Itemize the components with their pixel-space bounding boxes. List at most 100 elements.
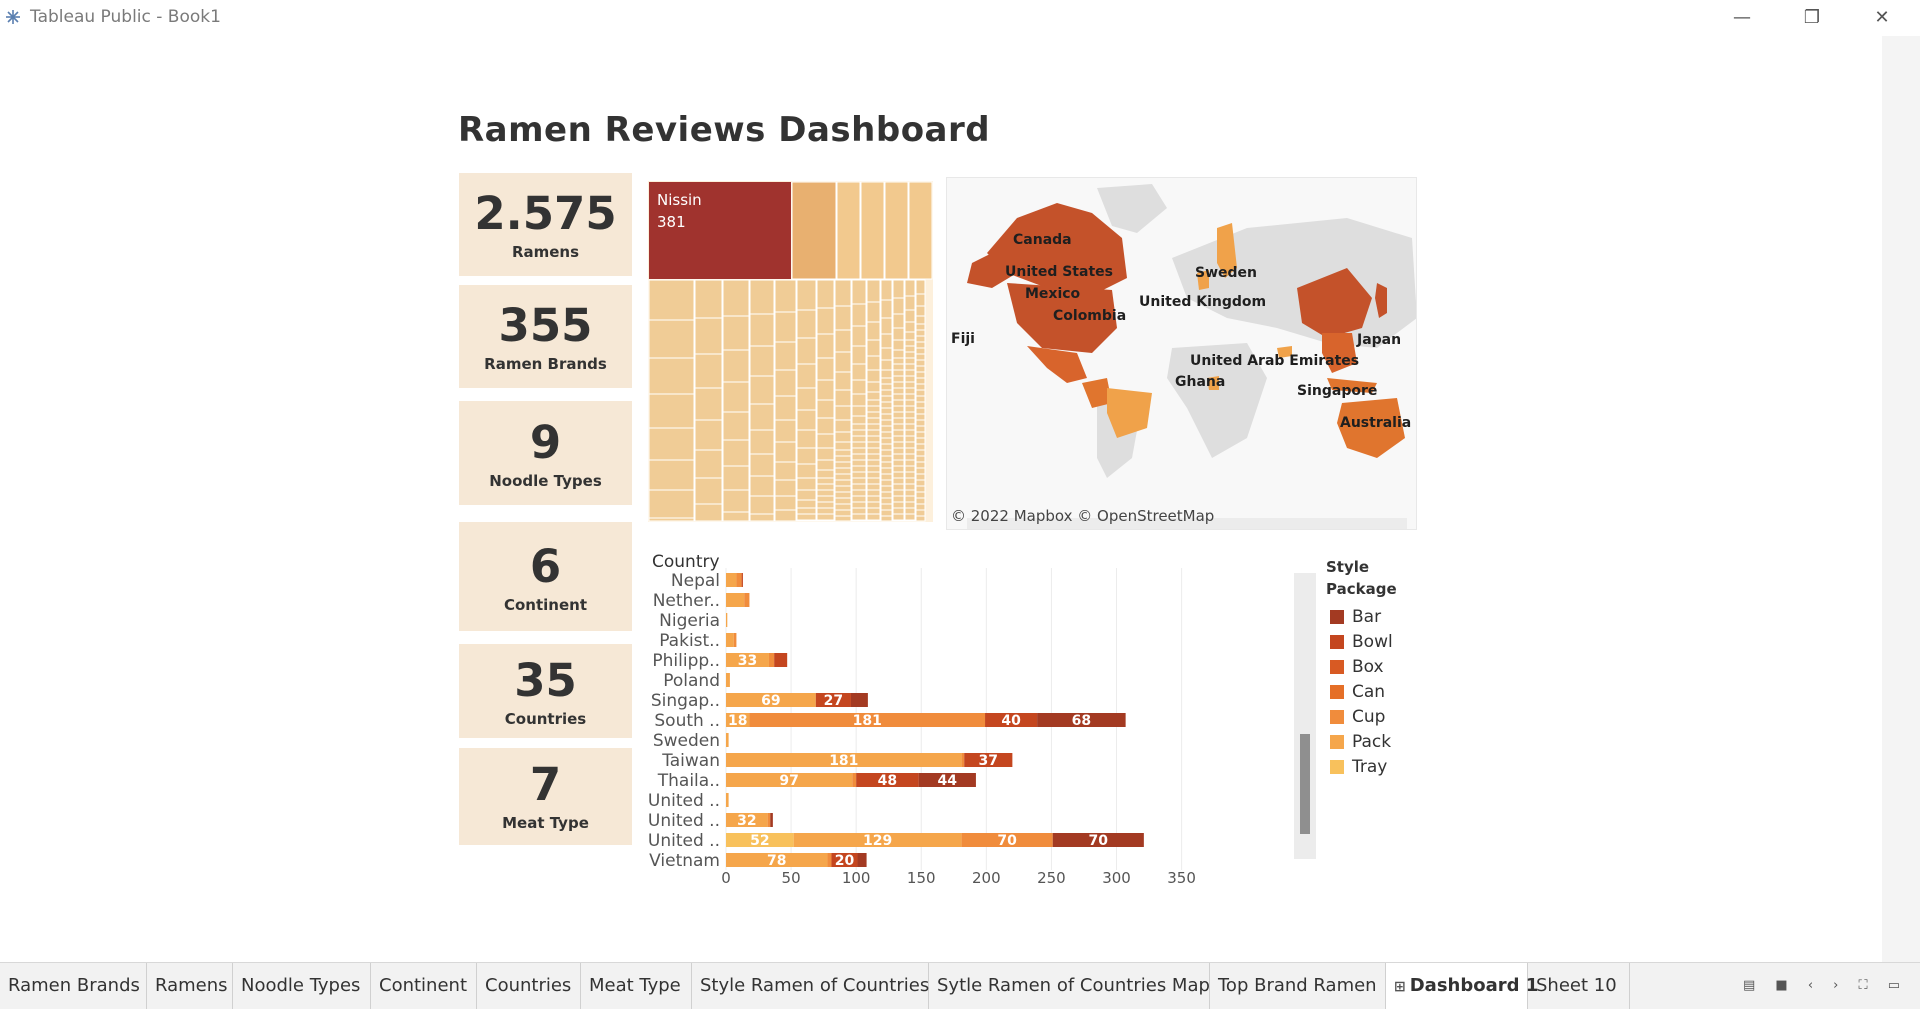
treemap-cell[interactable] xyxy=(915,335,926,343)
treemap-cell[interactable] xyxy=(796,309,817,339)
treemap-cell[interactable] xyxy=(904,357,916,365)
treemap-cell[interactable] xyxy=(892,339,905,351)
treemap-cell[interactable] xyxy=(866,447,881,455)
treemap-cell[interactable] xyxy=(915,419,926,427)
treemap-cell[interactable] xyxy=(796,477,817,491)
treemap-cell[interactable] xyxy=(915,461,926,469)
treemap-cell[interactable] xyxy=(892,369,905,377)
treemap-cell[interactable] xyxy=(904,309,916,323)
treemap-cell[interactable] xyxy=(915,503,926,511)
treemap-cell[interactable] xyxy=(915,329,926,337)
treemap-cell[interactable] xyxy=(834,479,852,487)
treemap-cell[interactable] xyxy=(904,321,916,333)
treemap-cell[interactable] xyxy=(892,435,905,443)
treemap-cell[interactable] xyxy=(892,417,905,425)
treemap-cell[interactable] xyxy=(774,419,797,443)
treemap-cell[interactable] xyxy=(834,491,852,499)
treemap-cell[interactable] xyxy=(904,423,916,431)
bar-segment[interactable] xyxy=(733,633,737,647)
bar-segment[interactable] xyxy=(749,713,986,727)
treemap-cell[interactable] xyxy=(880,359,893,371)
treemap-cell[interactable] xyxy=(892,501,905,509)
treemap-cell[interactable] xyxy=(915,383,926,391)
bar-segment[interactable] xyxy=(827,853,832,867)
treemap-cell[interactable] xyxy=(749,495,775,515)
treemap-cell[interactable] xyxy=(866,435,881,443)
treemap-cell[interactable] xyxy=(796,513,817,521)
treemap-cell[interactable] xyxy=(851,495,867,503)
treemap-cell[interactable] xyxy=(722,279,750,317)
tab-sytle-ramen-of-countries-map[interactable]: Sytle Ramen of Countries Map xyxy=(929,963,1210,1009)
treemap-cell[interactable] xyxy=(816,483,835,491)
treemap-cell[interactable] xyxy=(915,443,926,451)
bar-segment[interactable] xyxy=(726,573,737,587)
treemap-cell[interactable] xyxy=(904,465,916,473)
treemap-cell[interactable] xyxy=(904,507,916,515)
treemap-cell[interactable] xyxy=(892,513,905,521)
treemap-cell[interactable] xyxy=(834,485,852,493)
treemap-cell[interactable] xyxy=(892,327,905,341)
treemap-cell[interactable] xyxy=(904,471,916,479)
treemap-cell[interactable] xyxy=(892,393,905,401)
treemap-cell[interactable] xyxy=(866,495,881,503)
treemap-cell[interactable] xyxy=(880,473,893,481)
treemap-cell[interactable] xyxy=(915,395,926,403)
treemap-cell[interactable] xyxy=(834,515,852,522)
treemap-cell[interactable] xyxy=(866,429,881,437)
legend-item-bar[interactable]: Bar xyxy=(1326,604,1446,629)
treemap-cell[interactable] xyxy=(851,415,867,425)
treemap-cell[interactable] xyxy=(915,341,926,349)
treemap-cell[interactable] xyxy=(749,403,775,431)
treemap-cell[interactable] xyxy=(796,499,817,509)
treemap-cell[interactable] xyxy=(915,485,926,493)
treemap-cell[interactable] xyxy=(774,441,797,463)
treemap-cell[interactable] xyxy=(904,295,916,311)
treemap-cell[interactable] xyxy=(866,465,881,473)
bar-segment[interactable] xyxy=(726,713,750,727)
treemap-cell[interactable] xyxy=(904,363,916,371)
treemap-cell[interactable] xyxy=(915,491,926,499)
treemap-cell[interactable] xyxy=(892,495,905,503)
treemap-cell[interactable] xyxy=(694,387,723,421)
treemap-cell[interactable] xyxy=(880,479,893,487)
bar-segment[interactable] xyxy=(767,813,771,827)
vertical-scrollbar[interactable] xyxy=(1882,36,1920,962)
treemap-cell[interactable] xyxy=(796,409,817,431)
treemap-cell[interactable] xyxy=(892,507,905,515)
treemap-cell[interactable] xyxy=(892,381,905,389)
treemap-cell[interactable] xyxy=(915,407,926,415)
bar-segment[interactable] xyxy=(918,773,976,787)
treemap-cell[interactable] xyxy=(904,381,916,389)
treemap-cell[interactable] xyxy=(796,279,817,311)
treemap-cell[interactable] xyxy=(722,349,750,383)
treemap-cell[interactable] xyxy=(648,489,695,519)
bar-segment[interactable] xyxy=(726,653,769,667)
treemap-cell[interactable] xyxy=(904,483,916,491)
treemap-cell[interactable] xyxy=(915,413,926,421)
treemap-cell[interactable] xyxy=(851,513,867,521)
treemap-cell[interactable] xyxy=(791,181,837,280)
treemap-cell[interactable] xyxy=(866,399,881,407)
style-package-bar-chart[interactable]: NepalNether..NigeriaPakist..Philipp..Pol… xyxy=(648,560,1348,900)
treemap-cell[interactable] xyxy=(915,431,926,439)
treemap-cell[interactable] xyxy=(915,293,926,307)
treemap-cell[interactable] xyxy=(866,339,881,357)
treemap-cell[interactable] xyxy=(904,331,916,341)
treemap-cell[interactable] xyxy=(816,417,835,435)
bar-segment[interactable] xyxy=(774,653,788,667)
tab-ramens[interactable]: Ramens xyxy=(147,963,233,1009)
treemap-cell[interactable] xyxy=(796,429,817,449)
bar-segment[interactable] xyxy=(726,853,828,867)
treemap-cell[interactable] xyxy=(892,349,905,359)
treemap-cell[interactable] xyxy=(904,351,916,359)
kpi-countries[interactable]: 35 Countries xyxy=(459,644,632,738)
treemap-cell[interactable] xyxy=(836,181,861,280)
treemap-cell[interactable] xyxy=(749,475,775,497)
bar-segment[interactable] xyxy=(726,733,729,747)
treemap-cell[interactable] xyxy=(915,353,926,361)
treemap-cell[interactable] xyxy=(915,455,926,463)
treemap-cell[interactable] xyxy=(880,407,893,415)
treemap-cell[interactable] xyxy=(892,357,905,365)
treemap-cell[interactable] xyxy=(851,501,867,509)
treemap-cell[interactable] xyxy=(796,337,817,365)
